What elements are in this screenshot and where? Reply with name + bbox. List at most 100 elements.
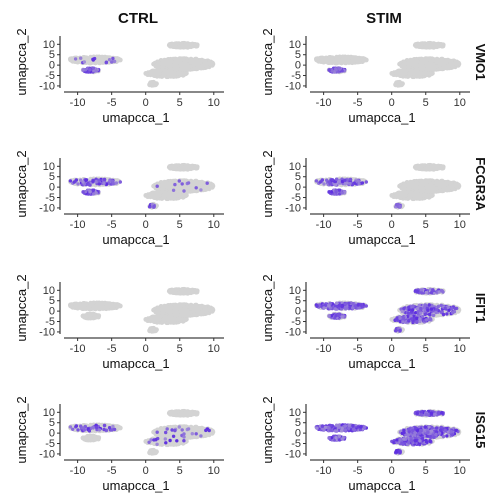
cell-point [440,66,445,72]
expressed-cell-point [340,69,344,73]
expressed-cell-point [91,57,95,61]
cell-point [183,42,188,48]
cell-point [209,60,215,66]
cell-point [183,60,188,66]
expressed-cell-point [205,181,209,185]
cell-point [68,57,74,63]
cell-point [168,164,174,170]
cell-point [199,64,205,69]
cell-point [455,182,461,188]
cell-point [209,182,215,188]
x-tick-label: 10 [208,219,220,231]
cell-point [422,56,428,62]
cell-point [402,61,408,66]
cell-point [445,186,451,191]
expressed-cell-point [91,179,95,183]
cell-point [197,59,203,64]
cell-point [437,43,443,48]
cell-point [155,193,160,199]
cell-point [414,42,420,48]
cell-point [429,42,434,48]
row-title-ifit1: IFIT1 [473,293,488,323]
cell-point [177,70,183,75]
expressed-cell-point [333,183,338,187]
x-tick-label: 5 [177,219,183,231]
expressed-cell-point [112,59,117,64]
cell-point [429,182,434,188]
cell-point [75,305,81,311]
cell-point [164,191,170,197]
cell-point [171,70,177,76]
x-tick-label: -10 [70,219,86,231]
expressed-cell-point [88,190,92,194]
cell-point [177,192,183,198]
expressed-cell-point [81,180,85,184]
expressed-cell-point [97,182,102,186]
expressed-cell-point [327,68,331,72]
cell-point [346,54,352,60]
cell-point [100,300,106,306]
cell-point [334,54,339,60]
cell-point [443,181,449,186]
cell-point [155,71,160,77]
cell-point [151,69,157,75]
expressed-cell-point [334,190,338,194]
expressed-cell-point [91,66,96,70]
cell-point [190,180,196,186]
cell-point [172,62,178,67]
y-axis-title: umapcca_2 [260,28,275,95]
expressed-cell-point [155,184,159,188]
expressed-cell-point [173,182,177,187]
expressed-cell-point [79,56,83,60]
cell-point [100,54,106,60]
x-tick-label: -5 [107,219,117,231]
cell-point [436,180,442,186]
expressed-cell-point [182,189,186,193]
cell-point [417,192,423,198]
cell-point [176,56,182,62]
x-axis-title: umapcca_1 [348,232,415,247]
expressed-cell-point [81,190,85,194]
cell-point [455,60,461,66]
cell-point [333,60,338,66]
x-tick-label: -10 [70,97,86,109]
expressed-cell-point [360,181,365,185]
expressed-cell-point [88,68,92,72]
expressed-cell-point [356,179,360,183]
x-tick-label: 10 [454,219,466,231]
expressed-cell-point [398,204,402,209]
cell-point [402,183,408,188]
cell-point [97,305,102,311]
row-title-vmo1: VMO1 [473,44,488,81]
expressed-cell-point [327,180,331,184]
cell-point [116,57,121,62]
cell-point [440,188,445,194]
cell-point [410,59,416,64]
cell-point [151,82,157,87]
cell-point [116,303,121,308]
cell-point [105,304,110,310]
cell-point [164,59,170,64]
x-tick-label: 5 [423,97,429,109]
expressed-cell-point [334,177,339,181]
expressed-cell-point [180,182,184,186]
expressed-cell-point [84,178,89,182]
expressed-cell-point [194,186,198,190]
cell-point [191,43,197,48]
expressed-cell-point [343,182,348,186]
expressed-cell-point [73,57,78,61]
expressed-cell-point [81,68,85,72]
cell-point [183,164,188,170]
cell-point [437,165,443,170]
cell-point [88,300,93,306]
cell-point [410,69,416,75]
x-tick-label: 0 [389,219,395,231]
cell-point [401,71,406,77]
expressed-cell-point [337,66,342,70]
cell-point [80,313,86,319]
cell-point [423,70,428,75]
cell-point [191,62,197,68]
expressed-cell-point [114,181,119,185]
